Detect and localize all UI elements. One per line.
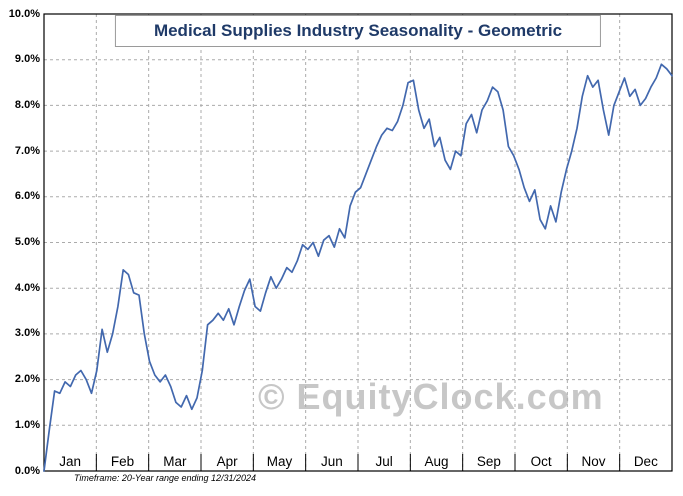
y-axis-tick-label: 7.0% bbox=[14, 144, 40, 157]
y-axis-tick-label: 6.0% bbox=[14, 190, 40, 203]
x-axis-month-label: May bbox=[266, 454, 293, 469]
y-axis-tick-label: 4.0% bbox=[14, 281, 40, 294]
y-axis-tick-label: 9.0% bbox=[14, 53, 40, 66]
x-axis-month-label: Apr bbox=[216, 454, 238, 469]
y-axis-tick-label: 0.0% bbox=[14, 464, 40, 477]
y-axis-tick-label: 1.0% bbox=[14, 418, 40, 431]
x-axis-month-label: Sep bbox=[476, 454, 501, 469]
seasonality-line bbox=[43, 63, 673, 472]
x-axis-month-label: Feb bbox=[110, 454, 135, 469]
y-axis-tick-label: 3.0% bbox=[14, 327, 40, 340]
x-axis-month-label: Aug bbox=[424, 454, 449, 469]
x-axis-month-label: Dec bbox=[633, 454, 658, 469]
y-axis-tick-label: 5.0% bbox=[14, 236, 40, 248]
x-axis-month-label: Jul bbox=[375, 454, 393, 469]
y-axis-tick-label: 2.0% bbox=[14, 373, 40, 386]
x-axis-month-label: Oct bbox=[530, 454, 552, 469]
x-axis-month-label: Jun bbox=[320, 454, 343, 469]
x-axis-month-label: Mar bbox=[163, 454, 187, 469]
equityclock-watermark: © EquityClock.com bbox=[258, 376, 604, 417]
plot-border bbox=[43, 13, 673, 472]
x-axis-month-label: Jan bbox=[59, 454, 82, 469]
x-axis-month-label: Nov bbox=[581, 454, 606, 469]
timeframe-footnote: Timeframe: 20-Year range ending 12/31/20… bbox=[74, 473, 257, 483]
chart-title: Medical Supplies Industry Seasonality - … bbox=[114, 15, 602, 47]
y-axis-tick-label: 10.0% bbox=[8, 7, 40, 20]
y-axis-tick-label: 8.0% bbox=[14, 98, 40, 111]
